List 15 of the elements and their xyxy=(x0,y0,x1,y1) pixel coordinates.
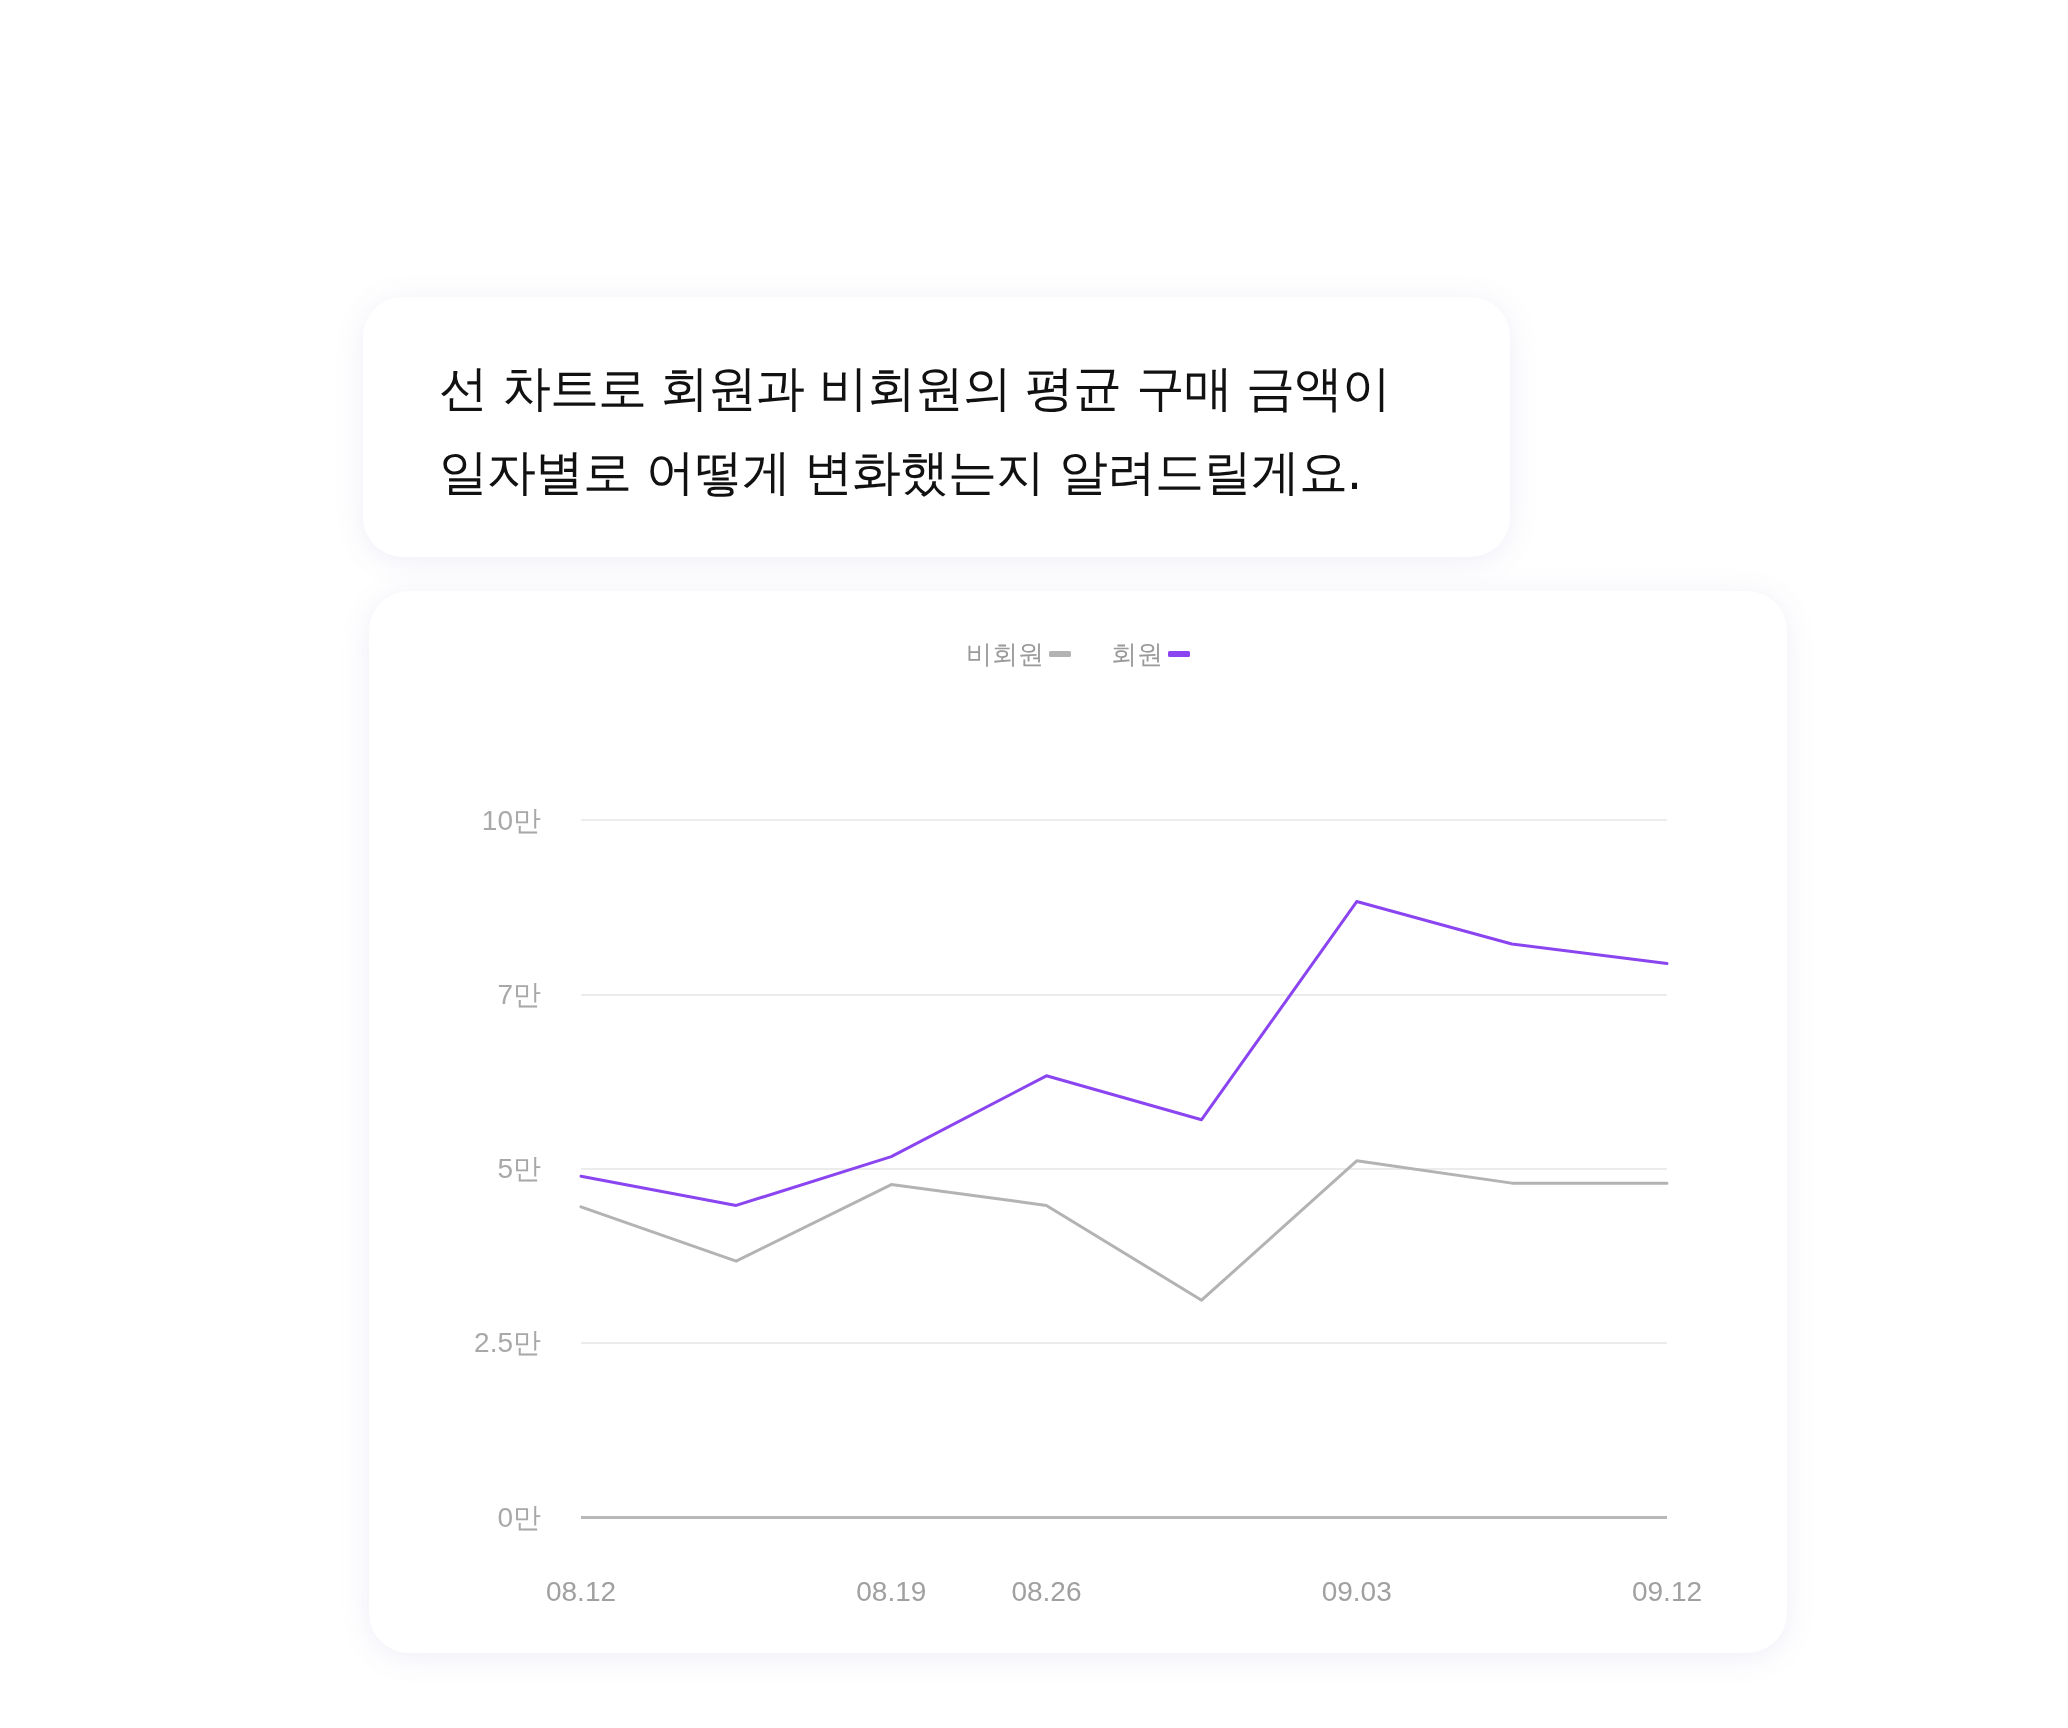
y-tick-label: 0만 xyxy=(497,1501,541,1533)
line-series xyxy=(579,900,1669,1207)
line-series xyxy=(579,1159,1669,1302)
chart-title: 선 차트로 회원과 비회원의 평균 구매 금액이 일자별로 어떻게 변화했는지 알려드릴게요. xyxy=(363,297,1510,557)
y-tick-label: 5만 xyxy=(497,1153,541,1184)
x-tick-label: 09.12 xyxy=(1631,1575,1703,1607)
x-tick-label: 09.03 xyxy=(1321,1575,1392,1607)
y-tick-label: 7만 xyxy=(497,978,541,1010)
y-tick-label: 2.5만 xyxy=(474,1327,541,1359)
x-tick-label: 08.26 xyxy=(1011,1575,1082,1607)
x-tick-label: 08.19 xyxy=(856,1575,927,1607)
legend-label: 비회원 xyxy=(966,639,1044,669)
y-tick-label: 10만 xyxy=(481,804,541,836)
legend-label: 회원 xyxy=(1111,639,1163,669)
x-tick-label: 08.12 xyxy=(545,1575,617,1607)
